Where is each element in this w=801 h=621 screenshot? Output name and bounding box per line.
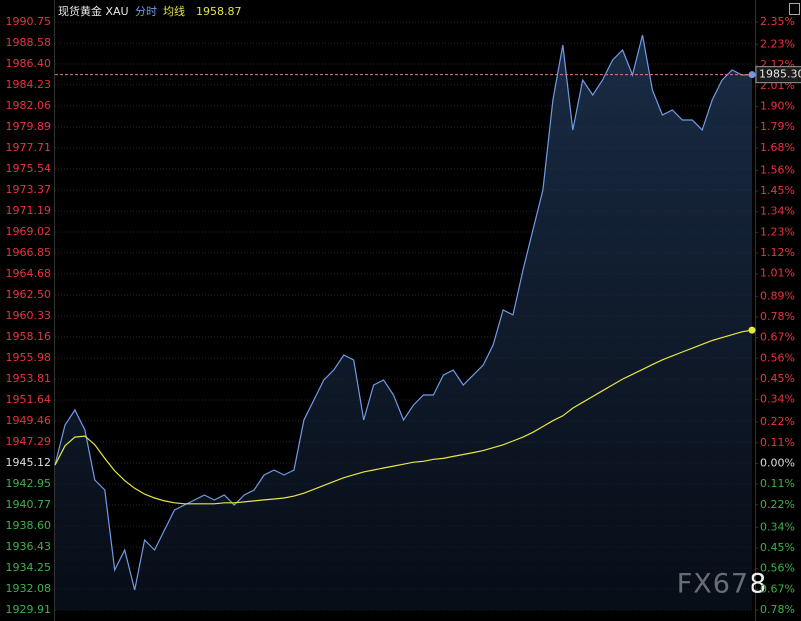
y2-tick-label: 0.89% (760, 289, 795, 302)
y2-tick-label: 0.78% (760, 603, 795, 616)
y-tick-label: 1964.68 (6, 267, 52, 280)
y-tick-label: 1982.06 (6, 99, 52, 112)
average-line (54, 329, 753, 505)
y2-tick-label: 0.22% (760, 498, 795, 511)
y-tick-label: 1973.37 (6, 183, 52, 196)
y2-tick-label: 0.45% (760, 372, 795, 385)
window-icon[interactable] (789, 3, 800, 15)
y-tick-label: 1951.64 (6, 393, 52, 406)
current-price-box (755, 66, 801, 84)
y-tick-label: 1962.50 (6, 288, 52, 301)
y2-tick-label: 0.56% (760, 562, 795, 575)
y2-tick-label: 1.12% (760, 246, 795, 259)
y-tick-label: 1940.77 (6, 498, 52, 511)
y2-tick-label: 1.56% (760, 163, 795, 176)
y-tick-label: 1975.54 (6, 162, 52, 175)
y-tick-label: 1984.23 (6, 78, 52, 91)
y2-tick-label: 0.56% (760, 351, 795, 364)
y2-tick-label: 2.23% (760, 38, 795, 51)
y-tick-label: 1947.29 (6, 435, 52, 448)
y2-tick-label: 2.35% (760, 15, 795, 28)
y2-tick-label: 1.68% (760, 141, 795, 154)
y-tick-label: 1986.40 (6, 57, 52, 70)
y-tick-label: 1932.08 (6, 582, 52, 595)
avg-value: 1958.87 (196, 5, 242, 18)
y2-tick-label: 0.45% (760, 541, 795, 554)
y2-tick-label: 0.34% (760, 520, 795, 533)
y-tick-label: 1988.58 (6, 36, 52, 49)
y2-tick-label: 0.22% (760, 415, 795, 428)
y-tick-label: 1955.98 (6, 351, 52, 364)
y2-tick-label: 1.34% (760, 205, 795, 218)
y2-tick-label: 1.90% (760, 100, 795, 113)
y-tick-label: 1960.33 (6, 309, 52, 322)
y-tick-label: 1942.95 (6, 477, 52, 490)
chart-title: 现货黄金 XAU (58, 4, 129, 18)
avg-label: 均线 (163, 4, 185, 18)
y-tick-label: 1977.71 (6, 141, 52, 154)
y2-tick-label: 1.01% (760, 267, 795, 280)
y2-tick-label: 0.34% (760, 393, 795, 406)
y-tick-label: 1936.43 (6, 540, 52, 553)
y2-tick-label: 0.00% (760, 456, 795, 469)
y2-tick-label: 0.78% (760, 310, 795, 323)
y-tick-label: 1929.91 (6, 603, 52, 616)
y-tick-label: 1953.81 (6, 372, 52, 385)
y-tick-label: 1969.02 (6, 225, 52, 238)
y-tick-label: 1958.16 (6, 330, 52, 343)
mode-label: 分时 (135, 5, 157, 18)
y-tick-label: 1949.46 (6, 414, 52, 427)
current-price-label: 1985.30 (759, 68, 801, 81)
y-tick-label: 1979.89 (6, 120, 52, 133)
y-tick-label: 1934.25 (6, 561, 52, 574)
y2-tick-label: 1.45% (760, 184, 795, 197)
y-tick-label: 1938.60 (6, 519, 52, 532)
y-tick-label: 1945.12 (6, 456, 52, 469)
y-tick-label: 1966.85 (6, 246, 52, 259)
y-tick-label: 1971.19 (6, 204, 52, 217)
y2-tick-label: 0.67% (760, 331, 795, 344)
y2-tick-label: 1.79% (760, 120, 795, 133)
price-line (54, 34, 753, 591)
y2-tick-label: 0.11% (760, 477, 795, 490)
y2-tick-label: 0.11% (760, 436, 795, 449)
y2-tick-label: 0.67% (760, 582, 795, 595)
y-tick-label: 1990.75 (6, 15, 52, 28)
y2-tick-label: 1.23% (760, 225, 795, 238)
price-area (55, 35, 752, 610)
end-dot (748, 326, 756, 334)
